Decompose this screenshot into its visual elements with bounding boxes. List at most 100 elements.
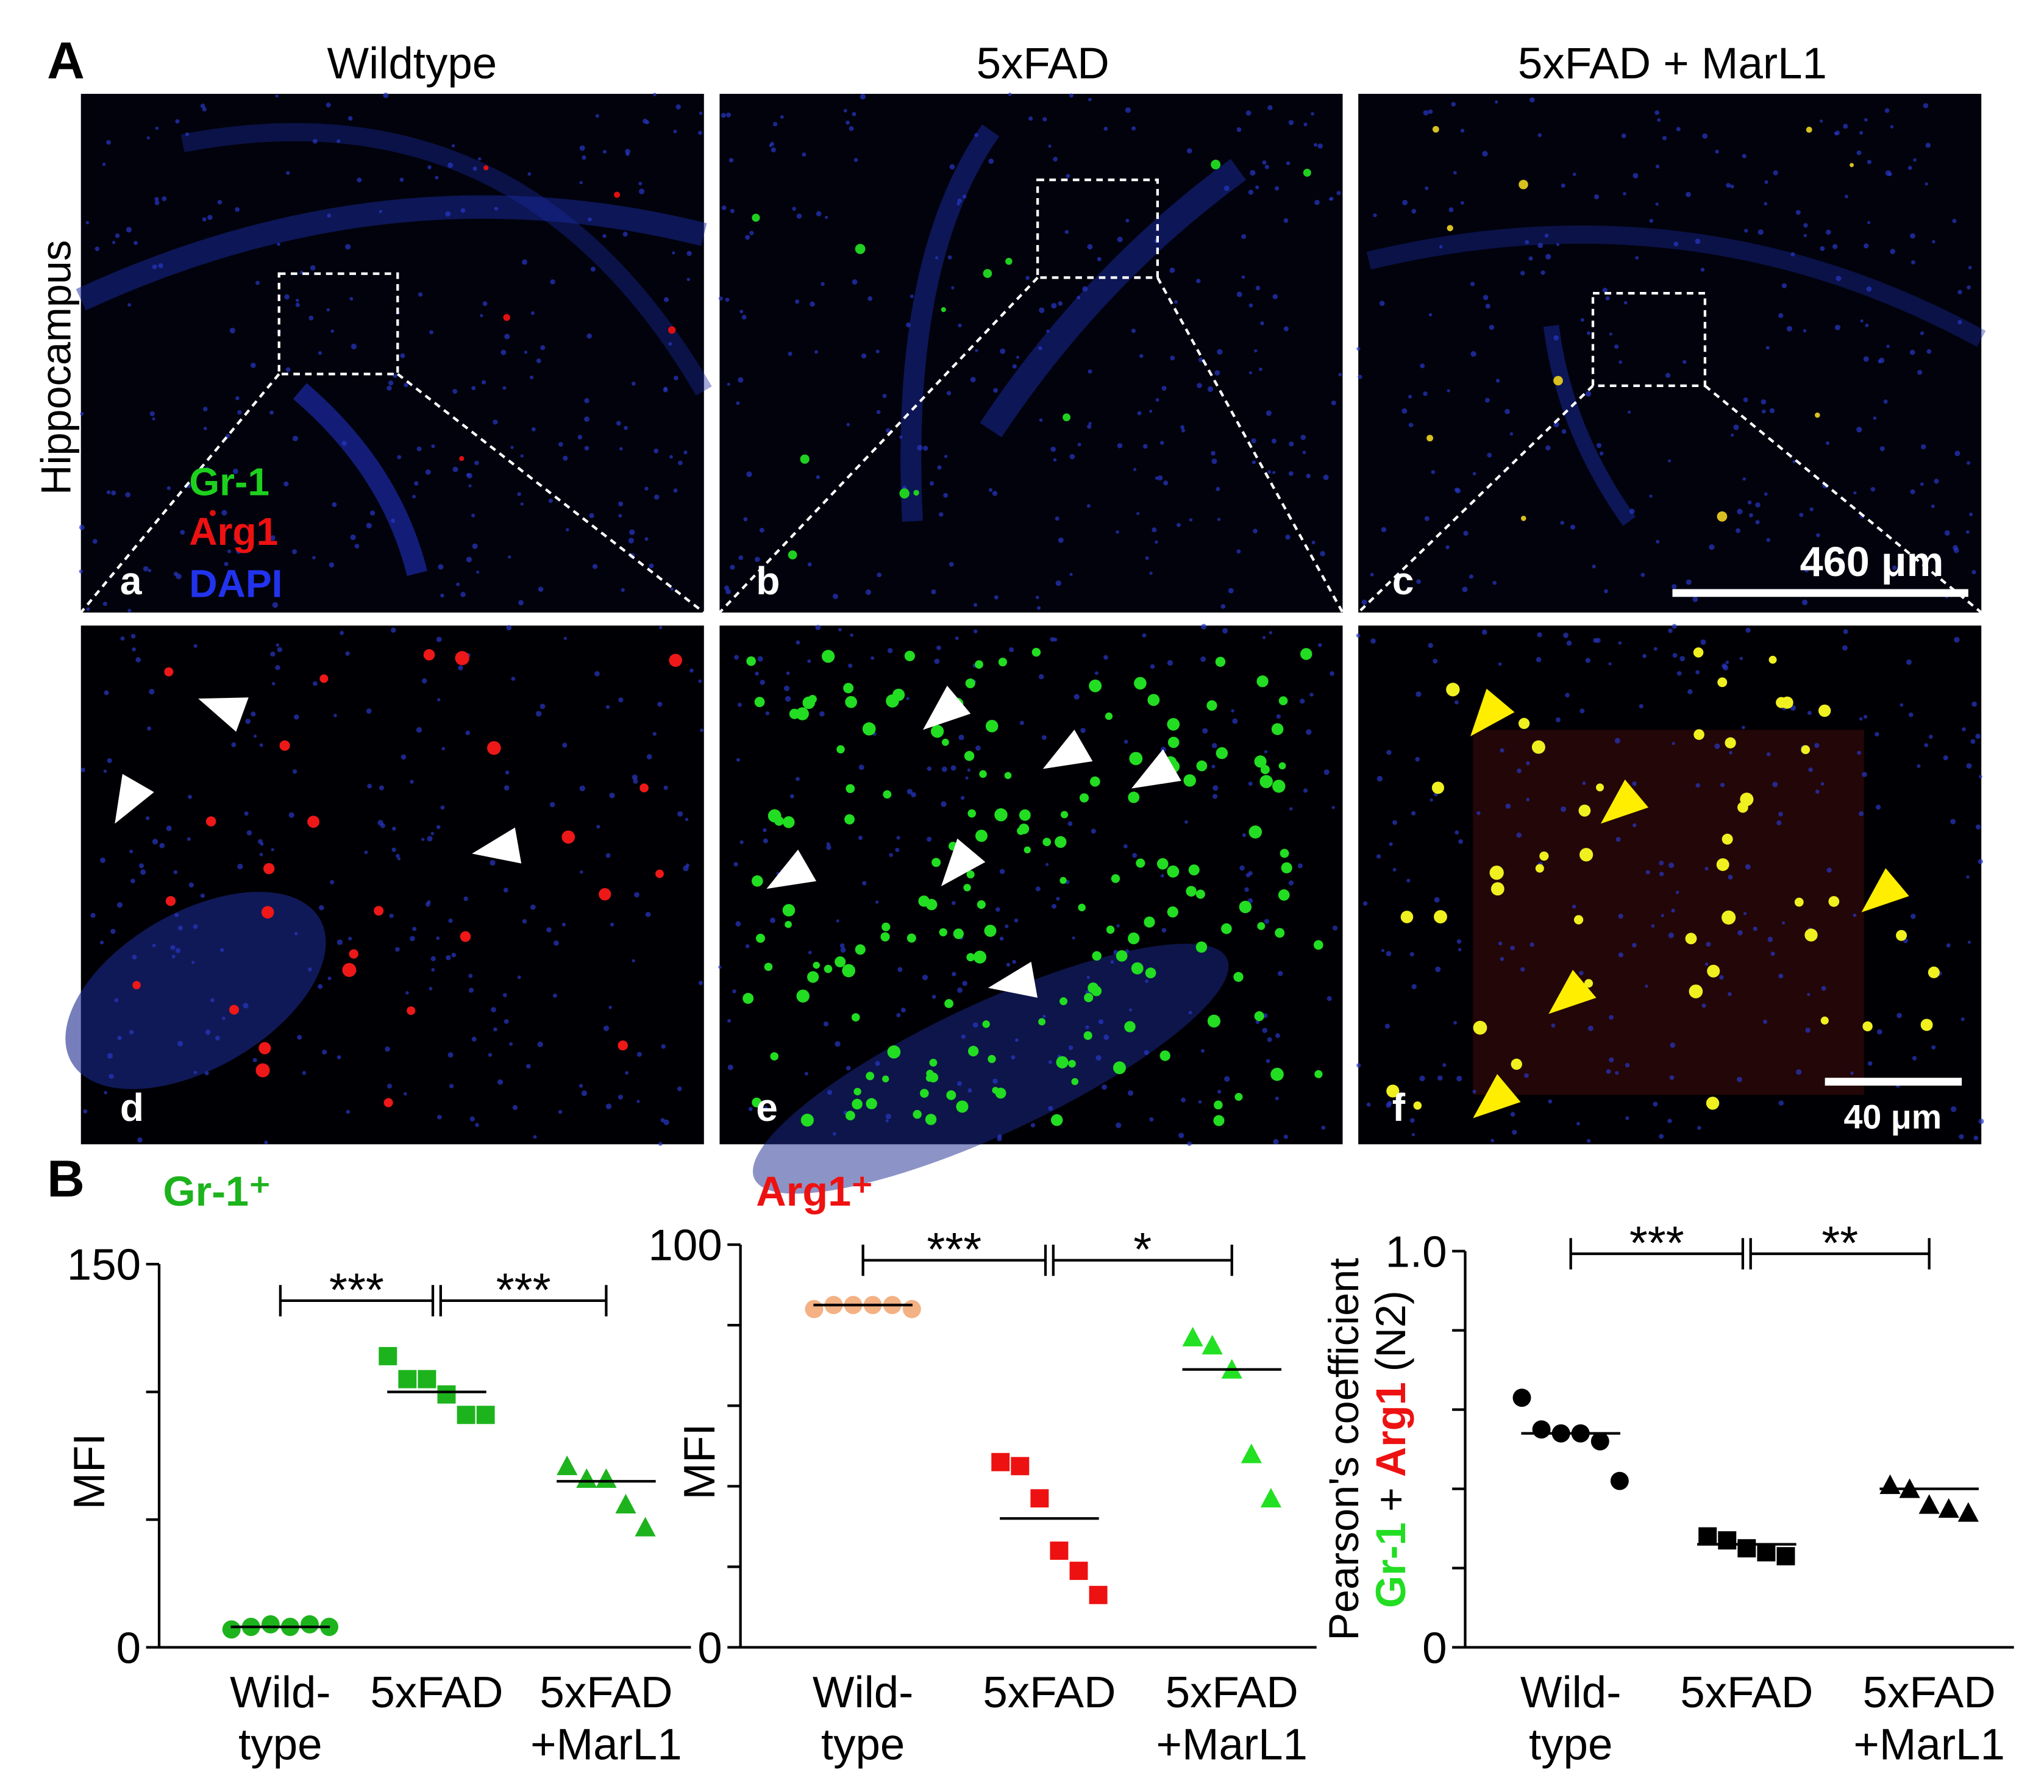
signal xyxy=(1689,984,1703,998)
nucleus xyxy=(1563,632,1569,638)
nucleus xyxy=(727,382,730,386)
nucleus xyxy=(1814,742,1820,748)
signal xyxy=(939,928,947,937)
nucleus xyxy=(1336,191,1341,196)
nucleus xyxy=(1437,1075,1443,1081)
legend-arg1: Arg1 xyxy=(189,510,278,553)
column-title: Wildtype xyxy=(327,38,497,88)
nucleus xyxy=(1517,768,1522,773)
nucleus xyxy=(677,1086,682,1092)
nucleus xyxy=(1381,527,1387,533)
nucleus xyxy=(312,138,318,144)
zoom-line xyxy=(1704,385,1982,614)
nucleus xyxy=(579,785,586,792)
nucleus xyxy=(745,944,750,948)
signal xyxy=(1248,825,1262,839)
panel-label: A xyxy=(47,32,85,90)
nucleus xyxy=(1000,348,1006,354)
nucleus xyxy=(1077,443,1081,447)
nucleus xyxy=(1266,410,1272,416)
nucleus xyxy=(1489,324,1495,330)
nucleus xyxy=(1213,794,1218,799)
nucleus xyxy=(404,1092,407,1096)
signal xyxy=(964,751,975,761)
nucleus xyxy=(645,911,651,917)
nucleus xyxy=(1469,574,1474,579)
nucleus xyxy=(1642,653,1647,658)
signal xyxy=(349,949,358,959)
significance-label: *** xyxy=(329,1264,384,1316)
nucleus xyxy=(79,524,85,530)
nucleus xyxy=(1726,183,1731,188)
nucleus xyxy=(504,333,510,340)
significance-bracket xyxy=(1569,1238,1745,1270)
nucleus xyxy=(520,502,524,506)
nucleus xyxy=(1331,400,1336,405)
nucleus xyxy=(602,234,607,238)
nucleus xyxy=(318,984,323,989)
nucleus xyxy=(1960,1017,1965,1022)
nucleus xyxy=(1097,257,1102,261)
nucleus xyxy=(899,435,903,439)
signal xyxy=(132,981,141,990)
nucleus xyxy=(1177,522,1181,527)
nucleus xyxy=(224,561,229,566)
nucleus xyxy=(1742,477,1747,481)
nucleus xyxy=(1729,751,1732,755)
nucleus xyxy=(958,734,964,741)
nucleus xyxy=(850,633,853,637)
subpanel-label: f xyxy=(1392,1086,1406,1129)
nucleus xyxy=(188,882,194,888)
nucleus xyxy=(416,446,422,452)
nucleus xyxy=(1490,1139,1494,1143)
nucleus xyxy=(952,901,956,905)
nucleus xyxy=(445,211,451,217)
nucleus xyxy=(1386,750,1392,755)
nucleus xyxy=(548,499,553,503)
nucleus xyxy=(672,251,675,255)
nucleus xyxy=(941,801,947,807)
nucleus xyxy=(1672,741,1675,745)
nucleus xyxy=(1781,283,1787,288)
nucleus xyxy=(1058,537,1064,543)
nucleus xyxy=(395,947,400,952)
point xyxy=(1050,1541,1069,1560)
signal xyxy=(906,933,916,943)
nucleus xyxy=(867,296,873,301)
nucleus xyxy=(1910,260,1915,265)
signal xyxy=(279,740,290,751)
nucleus xyxy=(558,1109,563,1114)
nucleus xyxy=(1953,545,1958,550)
nucleus xyxy=(885,1119,889,1123)
signal xyxy=(756,933,765,943)
nucleus xyxy=(1807,992,1811,997)
nucleus xyxy=(732,989,736,994)
nucleus xyxy=(1064,230,1069,234)
signal xyxy=(1196,760,1208,772)
nucleus xyxy=(625,152,630,156)
nucleus xyxy=(1801,599,1808,605)
signal xyxy=(1078,903,1086,912)
nucleus xyxy=(618,1094,623,1100)
signal xyxy=(1314,1070,1323,1078)
nucleus xyxy=(1361,599,1367,605)
nucleus xyxy=(1702,133,1708,139)
nucleus xyxy=(318,351,322,355)
nucleus xyxy=(1269,631,1272,635)
arrowhead xyxy=(988,961,1038,998)
nucleus xyxy=(618,501,624,507)
nucleus xyxy=(1088,369,1092,374)
nucleus xyxy=(175,948,180,953)
signal xyxy=(1850,163,1854,168)
nucleus xyxy=(950,765,956,771)
nucleus xyxy=(1537,133,1542,137)
nucleus xyxy=(1180,425,1184,430)
nucleus xyxy=(1570,524,1576,530)
nucleus xyxy=(1460,201,1464,205)
legend-gr1: Gr-1 xyxy=(189,460,269,504)
nucleus xyxy=(132,647,136,652)
signal xyxy=(967,1045,979,1057)
nucleus xyxy=(1431,470,1436,474)
nucleus xyxy=(436,825,441,830)
nucleus xyxy=(1867,1061,1873,1066)
